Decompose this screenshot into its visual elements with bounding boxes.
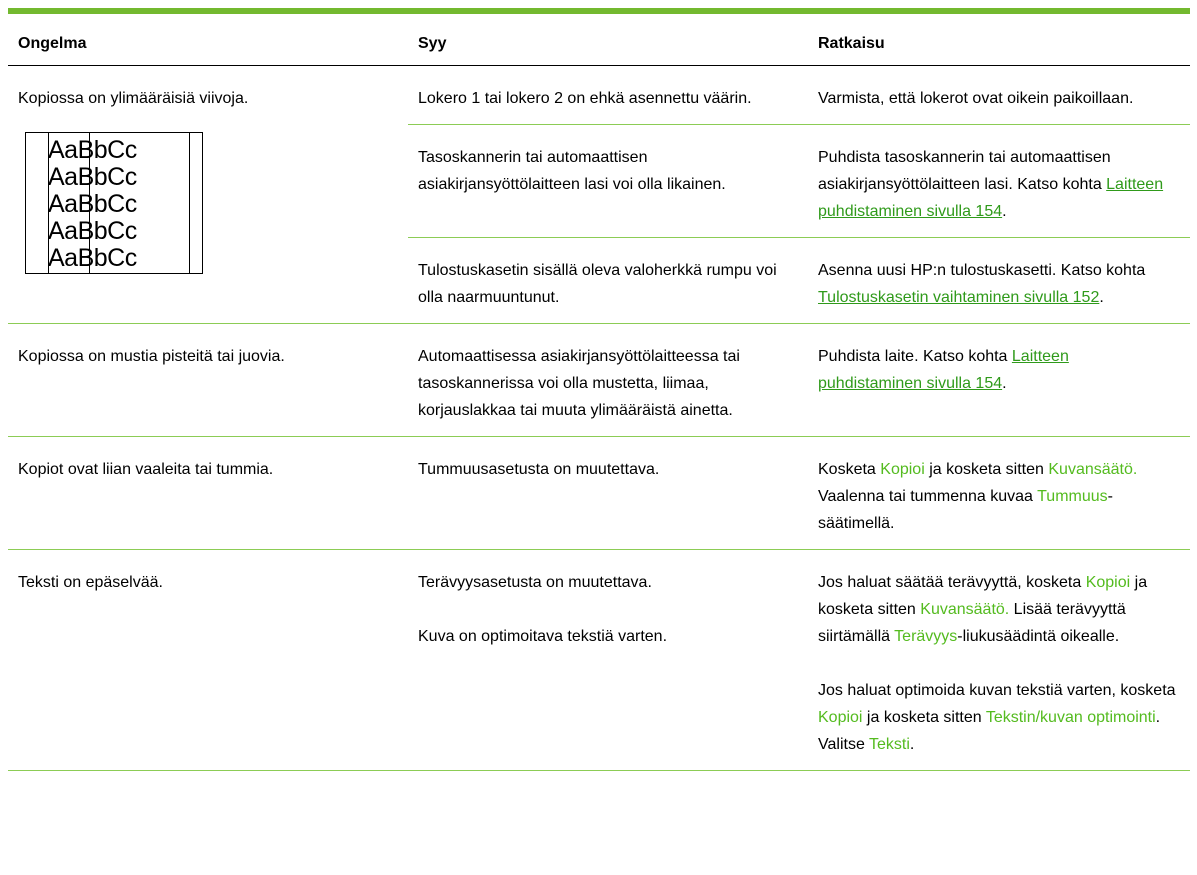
column-header: Ongelma [8, 14, 408, 66]
illustration-text: AaBbCc [48, 190, 137, 218]
paragraph: Tasoskannerin tai automaattisen asiakirj… [418, 144, 794, 198]
text: Kuva on optimoitava tekstiä varten. [418, 628, 668, 645]
cause-cell: Lokero 1 tai lokero 2 on ehkä asennettu … [408, 65, 808, 125]
paragraph: Tulostuskasetin sisällä oleva valoherkkä… [418, 257, 794, 311]
top-rule [8, 8, 1190, 14]
problem-text: Teksti on epäselvää. [18, 574, 163, 591]
ui-label: Kopioi [818, 709, 863, 726]
text: Tummuusasetusta on muutettava. [418, 461, 660, 478]
paragraph: Asenna uusi HP:n tulostuskasetti. Katso … [818, 257, 1176, 311]
ui-label: Teksti [869, 736, 910, 753]
link[interactable]: Tulostuskasetin vaihtaminen sivulla 152 [818, 289, 1100, 306]
text: ja kosketa sitten [818, 574, 1148, 618]
text: Lokero 1 tai lokero 2 on ehkä asennettu … [418, 90, 752, 107]
cause-cell: Tasoskannerin tai automaattisen asiakirj… [408, 124, 808, 238]
paragraph: Puhdista tasoskannerin tai automaattisen… [818, 144, 1176, 225]
problem-cell: Kopiossa on ylimääräisiä viivoja. AaBbCc A… [8, 65, 408, 324]
document: Ongelma Syy Ratkaisu Kopiossa on ylimäär… [8, 8, 1190, 771]
text: Asenna uusi HP:n tulostuskasetti. Katso … [818, 262, 1146, 279]
paragraph: Jos haluat säätää terävyyttä, kosketa Ko… [818, 569, 1176, 650]
paragraph: Lokero 1 tai lokero 2 on ehkä asennettu … [418, 85, 794, 112]
ui-label: Kuvansäätö. [1048, 461, 1138, 478]
solution-cell: Puhdista tasoskannerin tai automaattisen… [808, 124, 1190, 238]
ui-label: Tummuus [1037, 488, 1108, 505]
text: ja kosketa sitten [924, 461, 1049, 478]
text: ja kosketa sitten [862, 709, 986, 726]
paragraph: Terävyysasetusta on muutettava. [418, 569, 794, 596]
table-body: Kopiossa on ylimääräisiä viivoja. AaBbCc A… [8, 65, 1190, 771]
text: Puhdista tasoskannerin tai automaattisen… [818, 149, 1111, 193]
text: Tulostuskasetin sisällä oleva valoherkkä… [418, 262, 777, 306]
illustration-line [189, 133, 190, 273]
solution-cell: Puhdista laite. Katso kohta Laitteen puh… [808, 323, 1190, 437]
illustration-text: AaBbCc [48, 136, 137, 164]
text: -säätimellä. [818, 488, 1113, 532]
text: Vaalenna tai tummenna kuvaa [818, 488, 1038, 505]
table-row: Teksti on epäselvää. Terävyysasetusta on … [8, 549, 1190, 771]
ui-label: Kopioi [1085, 574, 1131, 591]
illustration-line [48, 133, 49, 273]
paragraph: Automaattisessa asiakirjansyöttölaittees… [418, 343, 794, 424]
text: Lisää terävyyttä siirtämällä [818, 601, 1126, 645]
table-row: Kopiossa on mustia pisteitä tai juovia. A… [8, 323, 1190, 437]
paragraph: Kosketa Kopioi ja kosketa sitten Kuvansä… [818, 456, 1176, 537]
paragraph: Varmista, että lokerot ovat oikein paiko… [818, 85, 1176, 112]
header-row: Ongelma Syy Ratkaisu [8, 14, 1190, 66]
table-row: Kopiot ovat liian vaaleita tai tummia. Tu… [8, 436, 1190, 550]
text: Terävyysasetusta on muutettava. [418, 574, 652, 591]
cause-cell: Automaattisessa asiakirjansyöttölaittees… [408, 323, 808, 437]
solution-cell: Asenna uusi HP:n tulostuskasetti. Katso … [808, 237, 1190, 324]
problem-cell: Kopiot ovat liian vaaleita tai tummia. [8, 436, 408, 550]
solution-cell: Kosketa Kopioi ja kosketa sitten Kuvansä… [808, 436, 1190, 550]
paragraph: Puhdista laite. Katso kohta Laitteen puh… [818, 343, 1176, 397]
paragraph: Jos haluat optimoida kuvan tekstiä varte… [818, 677, 1176, 758]
text: Puhdista laite. Katso kohta [818, 348, 1012, 365]
text: . [1002, 203, 1007, 220]
cause-cell: Tulostuskasetin sisällä oleva valoherkkä… [408, 237, 808, 324]
link[interactable]: Laitteen puhdistaminen sivulla 154 [818, 176, 1164, 220]
text: . [1002, 375, 1007, 392]
ui-label: Terävyys [894, 628, 958, 645]
illustration: AaBbCc AaBbCc AaBbCc AaBbCc AaBbCc [25, 132, 203, 274]
paragraph: Tummuusasetusta on muutettava. [418, 456, 794, 483]
table-row: Tulostuskasetin sisällä oleva valoherkkä… [8, 237, 1190, 324]
problem-cell: Kopiossa on mustia pisteitä tai juovia. [8, 323, 408, 437]
cause-cell: Terävyysasetusta on muutettava. Kuva on o… [408, 549, 808, 771]
illustration-line [89, 133, 90, 273]
ui-label: Kuvansäätö. [920, 601, 1010, 618]
table-row: Kopiossa on ylimääräisiä viivoja. AaBbCc A… [8, 65, 1190, 324]
illustration-text: AaBbCc [48, 244, 137, 272]
text: Jos haluat säätää terävyyttä, kosketa [818, 574, 1086, 591]
text: Varmista, että lokerot ovat oikein paiko… [818, 90, 1134, 107]
solution-cell: Jos haluat säätää terävyyttä, kosketa Ko… [808, 549, 1190, 771]
text: -liukusäädintä oikealle. [957, 628, 1120, 645]
solution-cell: Varmista, että lokerot ovat oikein paiko… [808, 65, 1190, 125]
text: Automaattisessa asiakirjansyöttölaittees… [418, 348, 740, 419]
text: Tasoskannerin tai automaattisen asiakirj… [418, 149, 726, 193]
table-row: Tasoskannerin tai automaattisen asiakirj… [8, 124, 1190, 238]
text: Kosketa [818, 461, 881, 478]
ui-label: Tekstin/kuvan optimointi [985, 709, 1156, 726]
illustration-text: AaBbCc [48, 217, 137, 245]
paragraph: Kuva on optimoitava tekstiä varten. [418, 623, 794, 650]
text: . [909, 736, 915, 753]
illustration-text: AaBbCc [48, 163, 137, 191]
troubleshooting-table: Ongelma Syy Ratkaisu Kopiossa on ylimäär… [8, 14, 1190, 771]
problem-text: Kopiossa on mustia pisteitä tai juovia. [18, 348, 285, 365]
problem-text: Kopiossa on ylimääräisiä viivoja. [18, 90, 249, 107]
cause-cell: Tummuusasetusta on muutettava. [408, 436, 808, 550]
ui-label: Kopioi [880, 461, 925, 478]
link[interactable]: Laitteen puhdistaminen sivulla 154 [818, 348, 1069, 392]
text: . [1099, 289, 1104, 306]
text: Jos haluat optimoida kuvan tekstiä varte… [818, 682, 1176, 699]
column-header: Syy [408, 14, 808, 66]
problem-text: Kopiot ovat liian vaaleita tai tummia. [18, 461, 274, 478]
text: . Valitse [818, 709, 1161, 753]
problem-cell: Teksti on epäselvää. [8, 549, 408, 771]
column-header: Ratkaisu [808, 14, 1190, 66]
